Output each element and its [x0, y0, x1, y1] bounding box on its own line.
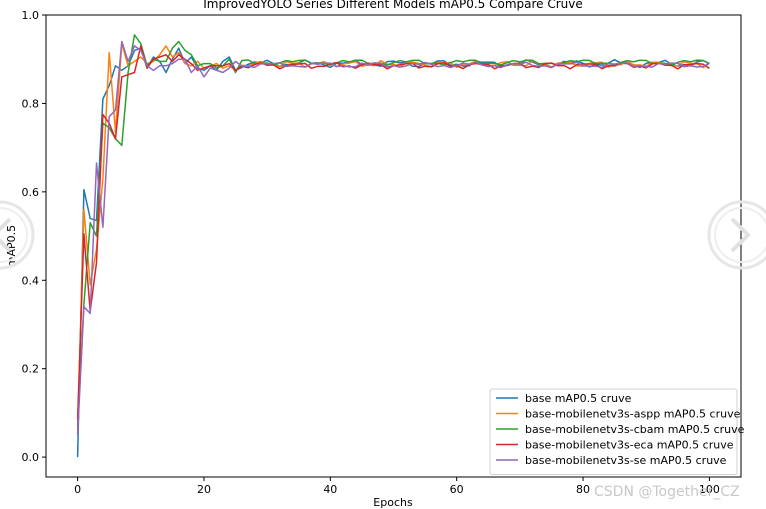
legend-label: base-mobilenetv3s-se mAP0.5 cruve — [525, 454, 727, 467]
legend-box — [489, 388, 738, 475]
next-image-button[interactable] — [706, 197, 766, 273]
x-tick-label: 60 — [450, 483, 464, 496]
y-tick-label: 1.0 — [22, 9, 40, 22]
chart-title: ImprovedYOLO Series Different Models mAP… — [203, 0, 583, 11]
y-axis: 0.0 0.2 0.4 0.6 0.8 1.0 — [22, 9, 46, 464]
chevron-left-icon — [0, 200, 35, 270]
series-line-3 — [76, 45, 710, 420]
series-line-4 — [76, 40, 710, 436]
x-axis-label: Epochs — [373, 496, 413, 509]
y-tick-label: 0.6 — [22, 186, 40, 199]
legend-label: base-mobilenetv3s-eca mAP0.5 cruve — [525, 439, 734, 452]
y-tick-label: 0.4 — [22, 274, 40, 287]
chevron-right-icon — [707, 200, 766, 270]
x-tick-label: 40 — [323, 483, 337, 496]
y-tick-label: 0.2 — [22, 363, 40, 376]
y-tick-label: 0.0 — [22, 451, 40, 464]
watermark: CSDN @Together_CZ — [594, 484, 740, 500]
x-tick-label: 20 — [197, 483, 211, 496]
legend-label: base mAP0.5 cruve — [525, 392, 632, 405]
y-tick-label: 0.8 — [22, 97, 40, 110]
series-line-2 — [76, 34, 710, 427]
legend-label: base-mobilenetv3s-aspp mAP0.5 cruve — [525, 408, 741, 421]
series-line-1 — [76, 42, 710, 431]
chart-legend: base mAP0.5 cruve base-mobilenetv3s-aspp … — [489, 388, 745, 475]
legend-label: base-mobilenetv3s-cbam mAP0.5 cruve — [525, 423, 745, 436]
prev-image-button[interactable] — [0, 197, 36, 273]
x-tick-label: 0 — [74, 483, 81, 496]
x-tick-label: 100 — [699, 483, 720, 496]
plot-frame — [45, 14, 742, 478]
x-axis: 0 20 40 60 80 100 — [74, 477, 720, 496]
series-lines — [76, 34, 710, 458]
x-tick-label: 80 — [576, 483, 590, 496]
